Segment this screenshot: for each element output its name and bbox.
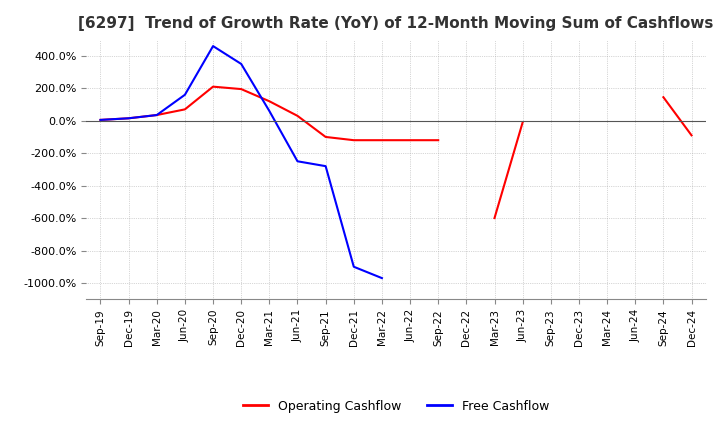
Title: [6297]  Trend of Growth Rate (YoY) of 12-Month Moving Sum of Cashflows: [6297] Trend of Growth Rate (YoY) of 12-… (78, 16, 714, 32)
Legend: Operating Cashflow, Free Cashflow: Operating Cashflow, Free Cashflow (238, 395, 554, 418)
